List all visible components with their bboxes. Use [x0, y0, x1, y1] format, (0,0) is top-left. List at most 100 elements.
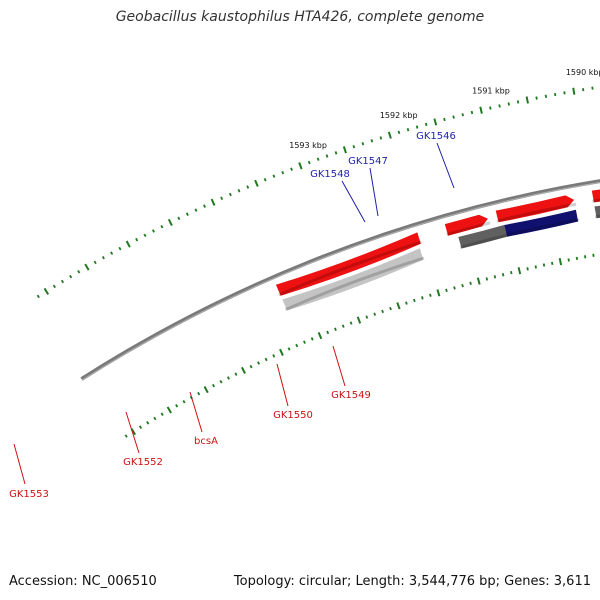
accession-text: Accession: NC_006510 [9, 574, 157, 589]
outer-scale-tick [84, 263, 90, 271]
inner-scale-tick [381, 309, 384, 314]
inner-scale-tick [396, 302, 401, 310]
outer-scale-tick [563, 91, 566, 95]
gene-feature-darkgray-GK1550 [594, 205, 600, 219]
outer-scale-tick [125, 240, 131, 248]
inner-scale-tick [153, 416, 157, 421]
inner-scale-tick [453, 286, 456, 290]
outer-scale-tick [316, 157, 320, 161]
outer-scale-tick [572, 87, 576, 95]
inner-scale-tick [175, 404, 179, 408]
inner-scale-tick [476, 277, 481, 285]
gene-feature-red-GK1550 [591, 189, 600, 203]
outer-scale-tick [185, 212, 189, 216]
inner-scale-tick [130, 428, 137, 436]
outer-scale-tick [406, 127, 410, 132]
leader-line-GK1546 [436, 142, 455, 189]
gene-label-GK1550: GK1550 [273, 410, 313, 421]
gene-feature-red-GK1550-shade [592, 198, 600, 203]
inner-scale-tick [287, 347, 291, 351]
outer-scale-tick [452, 115, 455, 119]
gene-feature-navy-bcsA [504, 209, 579, 237]
gene-label-bcsA: bcsA [194, 436, 218, 447]
inner-scale-tick [249, 364, 253, 369]
inner-scale-tick [257, 361, 261, 365]
outer-scale-tick [544, 94, 548, 98]
inner-scale-tick [272, 354, 276, 358]
gene-feature-red-bcsA-shade [496, 202, 577, 223]
inner-scale-tick [421, 296, 424, 300]
scale-label: 1593 kbp [289, 141, 327, 150]
inner-scale-tick [526, 267, 529, 271]
genome-summary-text: Topology: circular; Length: 3,544,776 bp… [233, 574, 591, 589]
outer-scale-tick [254, 179, 259, 187]
outer-scale-tick [151, 229, 155, 233]
outer-scale-tick [220, 196, 224, 201]
outer-scale-tick [167, 218, 173, 227]
genome-backbone-highlight [81, 181, 600, 381]
outer-scale-tick [479, 106, 483, 114]
outer-scale-tick [135, 237, 139, 242]
outer-scale-tick [387, 131, 392, 139]
outer-scale-tick [507, 102, 510, 106]
inner-scale-tick [334, 327, 337, 331]
outer-scale-tick [535, 96, 538, 100]
outer-scale-tick [342, 146, 347, 154]
outer-scale-tick [118, 246, 122, 251]
leader-line-GK1552 [125, 411, 140, 454]
outer-scale-tick [60, 279, 65, 284]
inner-scale-tick [405, 301, 408, 305]
scale-label: 1590 kbp [566, 68, 600, 77]
outer-scale-tick [160, 224, 164, 229]
gene-feature-red-GK1552 [444, 214, 488, 236]
outer-scale-tick [263, 177, 267, 182]
inner-scale-tick [429, 293, 432, 297]
gene-label-GK1552: GK1552 [123, 457, 163, 468]
inner-scale-tick [341, 324, 345, 328]
outer-scale-tick [237, 188, 241, 193]
inner-scale-tick [365, 315, 369, 319]
inner-scale-tick [485, 277, 489, 281]
inner-scale-tick [493, 275, 497, 279]
inner-scale-tick [413, 298, 416, 303]
scale-label: 1592 kbp [380, 111, 418, 120]
inner-scale-tick [551, 261, 554, 265]
outer-scale-tick [110, 251, 114, 255]
outer-scale-tick [290, 167, 293, 171]
outer-scale-tick [352, 145, 356, 149]
outer-scale-tick [177, 216, 181, 221]
gene-feature-red-bcsA [495, 195, 575, 223]
inner-scale-tick [203, 386, 209, 394]
outer-scale-tick [461, 113, 464, 117]
inner-scale-tick [461, 283, 464, 288]
inner-scale-tick [279, 348, 284, 357]
inner-scale-tick [317, 332, 323, 340]
outer-scale-tick [101, 255, 105, 260]
gene-feature-red-GK1552-shade [446, 221, 491, 237]
inner-scale-tick [592, 253, 595, 257]
outer-scale-tick [582, 88, 585, 92]
inner-scale-tick [264, 357, 268, 362]
outer-scale-tick [203, 204, 206, 208]
inner-scale-tick [373, 312, 377, 316]
gene-feature-lightgray-GK1553-shade [284, 256, 425, 311]
outer-scale-tick [424, 122, 428, 127]
inner-scale-tick [303, 340, 306, 344]
outer-scale-tick [591, 86, 594, 90]
outer-scale-tick [93, 260, 97, 265]
inner-scale-tick [182, 399, 186, 404]
outer-scale-tick [69, 274, 73, 279]
inner-scale-tick [310, 337, 314, 341]
outer-scale-tick [397, 130, 401, 135]
inner-scale-tick [436, 289, 441, 297]
outer-scale-tick [52, 284, 56, 289]
outer-scale-tick [489, 106, 492, 110]
outer-scale-tick [554, 92, 557, 97]
inner-scale-tick [445, 288, 448, 293]
outer-scale-tick [370, 139, 374, 143]
inner-scale-tick [558, 258, 563, 266]
leader-line-GK1549 [332, 345, 346, 387]
gene-label-GK1553: GK1553 [9, 489, 49, 500]
gene-label-GK1547: GK1547 [348, 156, 388, 167]
